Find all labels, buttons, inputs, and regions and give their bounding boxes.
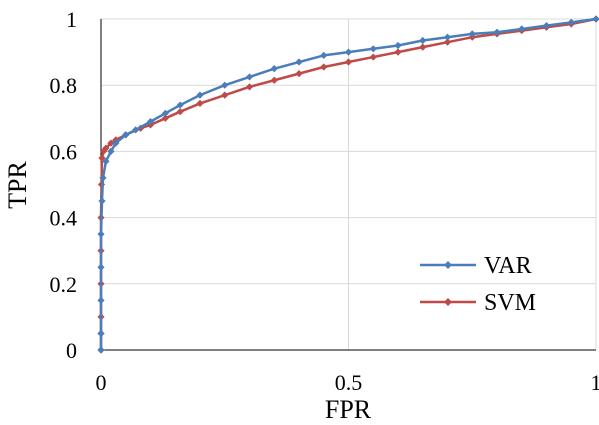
data-point-var bbox=[320, 51, 328, 60]
legend-label-svm: SVM bbox=[484, 290, 536, 316]
data-point-var bbox=[419, 36, 427, 45]
data-point-var bbox=[97, 346, 105, 354]
data-point-svm bbox=[161, 114, 169, 122]
data-point-svm bbox=[443, 38, 452, 46]
data-point-var bbox=[97, 329, 105, 338]
data-point-svm bbox=[102, 144, 110, 152]
data-point-svm bbox=[245, 83, 254, 91]
data-point-svm bbox=[98, 154, 106, 162]
data-point-svm bbox=[369, 53, 377, 61]
y-tick-label: 0.2 bbox=[50, 272, 78, 297]
data-point-var bbox=[97, 230, 105, 238]
plot-area bbox=[97, 15, 599, 354]
data-point-var bbox=[98, 197, 106, 205]
data-point-var bbox=[245, 73, 254, 81]
y-tick-label: 0.6 bbox=[50, 139, 78, 164]
legend-label-var: VAR bbox=[484, 253, 532, 279]
data-point-var bbox=[122, 131, 130, 139]
data-point-var bbox=[443, 33, 452, 41]
data-point-svm bbox=[295, 70, 303, 78]
y-tick-label: 0 bbox=[66, 338, 77, 363]
legend: VAR SVM bbox=[420, 253, 536, 316]
data-point-svm bbox=[221, 91, 229, 99]
data-point-var bbox=[107, 147, 115, 155]
data-point-var bbox=[542, 22, 551, 30]
data-point-var bbox=[394, 41, 402, 50]
gridlines bbox=[101, 18, 597, 350]
y-axis-title: TPR bbox=[3, 161, 32, 209]
data-point-var bbox=[518, 25, 526, 33]
data-point-svm bbox=[196, 99, 204, 108]
data-point-svm bbox=[176, 108, 184, 116]
x-tick-label: 0.5 bbox=[335, 370, 363, 395]
data-point-var bbox=[112, 139, 120, 147]
data-point-svm bbox=[107, 139, 115, 147]
data-point-var bbox=[196, 91, 204, 99]
data-point-var bbox=[132, 126, 140, 134]
legend-marker-var bbox=[444, 261, 452, 269]
legend-item-var: VAR bbox=[420, 253, 532, 279]
data-point-var bbox=[344, 48, 353, 56]
data-point-var bbox=[97, 296, 105, 304]
data-point-var bbox=[468, 30, 476, 38]
y-tick-label: 0.8 bbox=[50, 73, 78, 98]
x-tick-label: 0 bbox=[96, 370, 107, 395]
x-axis-title: FPR bbox=[325, 395, 372, 424]
legend-item-svm: SVM bbox=[420, 290, 536, 316]
data-point-svm bbox=[344, 58, 353, 66]
data-point-var bbox=[592, 15, 599, 23]
data-point-svm bbox=[270, 76, 278, 84]
data-point-var bbox=[161, 109, 169, 117]
series-var bbox=[97, 15, 599, 354]
data-point-var bbox=[270, 65, 278, 73]
data-point-var bbox=[176, 101, 184, 109]
series-line-var bbox=[99, 17, 597, 350]
data-point-svm bbox=[320, 63, 328, 71]
y-tick-label: 1 bbox=[66, 7, 77, 32]
data-point-var bbox=[493, 28, 501, 36]
data-point-var bbox=[567, 18, 575, 26]
data-point-var bbox=[146, 118, 155, 126]
data-point-var bbox=[99, 174, 107, 182]
data-point-var bbox=[97, 263, 105, 271]
legend-marker-svm bbox=[444, 298, 452, 306]
data-point-svm bbox=[419, 43, 427, 51]
data-point-var bbox=[221, 81, 229, 89]
y-tick-label: 0.4 bbox=[50, 206, 78, 231]
tick-labels: 0 0.2 0.4 0.6 0.8 1 0 0.5 1 bbox=[50, 7, 599, 395]
data-point-var bbox=[102, 157, 110, 165]
data-point-svm bbox=[394, 48, 402, 56]
data-point-var bbox=[295, 58, 303, 66]
data-point-var bbox=[369, 45, 377, 53]
x-tick-label: 1 bbox=[591, 370, 599, 395]
